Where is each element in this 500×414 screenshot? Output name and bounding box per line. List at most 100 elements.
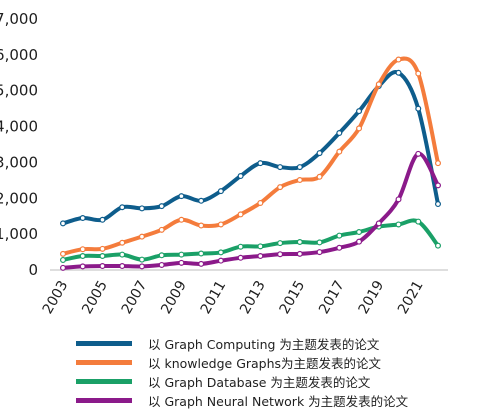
line-chart: 0 1,000 2,000 3,000 4,000 5,000 6,000 7,000 200… — [0, 10, 448, 317]
legend-entry: 以 Graph Computing 为主题发表的论文 — [76, 334, 408, 353]
data-point — [99, 263, 106, 270]
x-tick-label: 2005 — [79, 278, 111, 317]
y-tick-label: 2,000 — [0, 189, 38, 207]
data-point — [395, 196, 402, 203]
data-point — [336, 244, 343, 251]
y-tick-label: 0 — [28, 261, 38, 279]
data-point — [158, 261, 165, 268]
data-point — [178, 259, 185, 266]
data-point — [277, 184, 284, 191]
data-point — [257, 253, 264, 260]
x-tick-label: 2021 — [395, 278, 427, 317]
data-point — [257, 199, 264, 206]
data-point — [395, 56, 402, 63]
data-point — [277, 240, 284, 247]
data-point — [99, 253, 106, 260]
legend-swatch — [76, 398, 132, 403]
data-point — [336, 148, 343, 155]
data-point — [217, 188, 224, 195]
x-tick-label: 2015 — [277, 278, 309, 317]
chart-series-group — [59, 56, 442, 271]
series-line-1 — [61, 70, 440, 226]
data-point — [237, 211, 244, 218]
data-point — [316, 173, 323, 180]
data-point — [356, 108, 363, 115]
data-point — [277, 251, 284, 258]
data-point — [237, 254, 244, 261]
data-point — [178, 216, 185, 223]
data-point — [178, 193, 185, 200]
legend-swatch — [76, 360, 132, 365]
y-axis-ticks: 0 1,000 2,000 3,000 4,000 5,000 6,000 7,000 — [0, 10, 38, 279]
x-tick-label: 2017 — [316, 278, 348, 317]
data-point — [158, 226, 165, 233]
data-point — [356, 238, 363, 245]
data-point — [237, 243, 244, 250]
x-tick-label: 2013 — [237, 278, 269, 317]
y-tick-label: 7,000 — [0, 10, 38, 28]
data-point — [415, 105, 422, 112]
data-point — [138, 205, 145, 212]
x-tick-label: 2009 — [158, 278, 190, 317]
data-point — [138, 263, 145, 270]
data-point — [356, 228, 363, 235]
data-point — [415, 218, 422, 225]
data-point — [415, 70, 422, 77]
chart-legend: 以 Graph Computing 为主题发表的论文以 knowledge Gr… — [76, 334, 408, 410]
data-point — [178, 251, 185, 258]
data-point — [99, 216, 106, 223]
data-point — [257, 160, 264, 167]
data-point — [119, 239, 126, 246]
data-point — [375, 81, 382, 88]
legend-label: 以 knowledge Graphs为主题发表的论文 — [148, 356, 382, 371]
data-point — [198, 260, 205, 267]
legend-label: 以 Graph Database 为主题发表的论文 — [148, 375, 371, 390]
data-point — [296, 239, 303, 246]
data-point — [79, 263, 86, 270]
data-point — [296, 176, 303, 183]
data-point — [277, 164, 284, 171]
legend-entry: 以 Graph Neural Network 为主题发表的论文 — [76, 391, 408, 410]
y-tick-label: 5,000 — [0, 82, 38, 100]
data-point — [257, 243, 264, 250]
data-point — [119, 251, 126, 258]
data-point — [217, 221, 224, 228]
data-point — [296, 164, 303, 171]
data-point — [198, 222, 205, 229]
data-point — [99, 245, 106, 252]
data-point — [356, 125, 363, 132]
data-point — [158, 252, 165, 259]
data-point — [138, 233, 145, 240]
data-point — [316, 150, 323, 157]
legend-swatch — [76, 341, 132, 346]
legend-label: 以 Graph Computing 为主题发表的论文 — [148, 337, 380, 352]
y-tick-label: 6,000 — [0, 46, 38, 64]
data-point — [217, 257, 224, 264]
y-tick-label: 1,000 — [0, 225, 38, 243]
data-point — [59, 220, 66, 227]
data-point — [395, 69, 402, 76]
data-point — [316, 239, 323, 246]
x-tick-label: 2003 — [40, 278, 72, 317]
x-tick-label: 2011 — [198, 278, 230, 317]
data-point — [138, 256, 145, 263]
legend-entry: 以 Graph Database 为主题发表的论文 — [76, 372, 408, 391]
data-point — [415, 150, 422, 157]
data-point — [198, 250, 205, 257]
data-point — [59, 256, 66, 263]
data-point — [79, 253, 86, 260]
data-point — [59, 264, 66, 271]
data-point — [316, 249, 323, 256]
legend-entry: 以 knowledge Graphs为主题发表的论文 — [76, 353, 408, 372]
data-point — [237, 173, 244, 180]
data-point — [375, 220, 382, 227]
data-point — [296, 250, 303, 257]
data-point — [217, 249, 224, 256]
data-point — [336, 130, 343, 137]
data-point — [435, 201, 442, 208]
data-point — [158, 203, 165, 210]
x-tick-label: 2007 — [119, 278, 151, 317]
data-point — [395, 221, 402, 228]
data-point — [79, 246, 86, 253]
data-point — [435, 160, 442, 167]
